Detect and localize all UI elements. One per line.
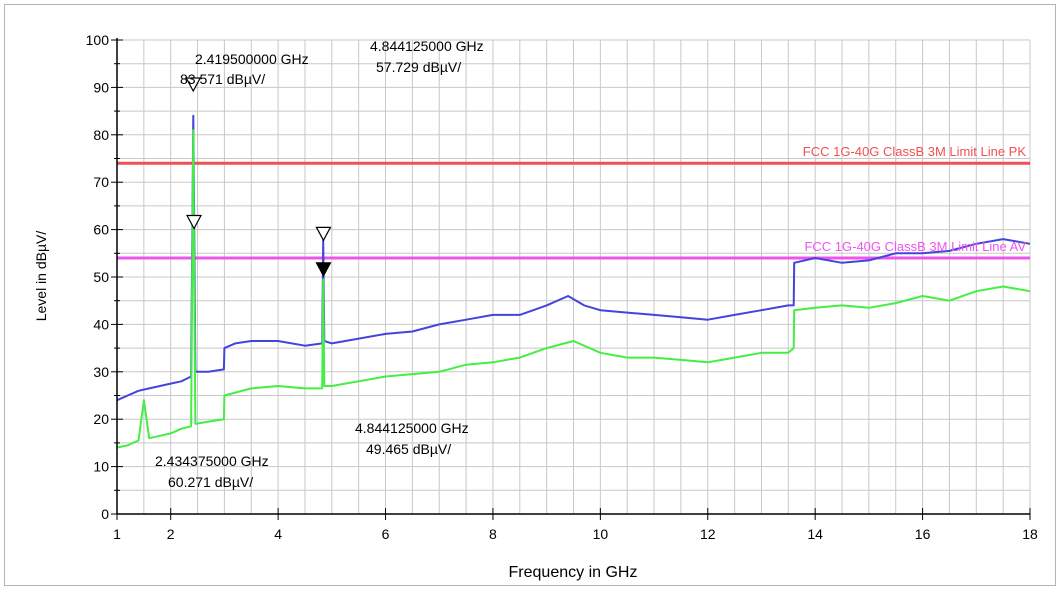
traces	[116, 114, 1031, 449]
x-tick-label: 4	[274, 526, 282, 542]
limit-label-pk: FCC 1G-40G ClassB 3M Limit Line PK	[803, 144, 1027, 159]
y-tick-label: 70	[93, 174, 109, 190]
y-tick-label: 30	[93, 364, 109, 380]
x-tick-label: 16	[915, 526, 931, 542]
y-tick-label: 10	[93, 459, 109, 475]
y-tick-label: 90	[93, 79, 109, 95]
marker-4-freq: 4.844125000 GHz	[355, 420, 469, 436]
marker-2-level: 60.271 dBµV/	[168, 474, 253, 490]
marker-3-triangle	[315, 226, 332, 242]
y-tick-label: 20	[93, 411, 109, 427]
average-trace	[116, 129, 1031, 449]
x-tick-label: 12	[700, 526, 716, 542]
y-tick-label: 60	[93, 222, 109, 238]
x-tick-label: 14	[807, 526, 823, 542]
marker-1-level: 83.571 dBµV/	[180, 71, 265, 87]
y-axis-label: Level in dBµV/	[33, 231, 49, 322]
x-tick-label: 18	[1022, 526, 1038, 542]
marker-4-level: 49.465 dBµV/	[366, 441, 451, 457]
marker-1-freq: 2.419500000 GHz	[195, 51, 309, 67]
marker-2-triangle	[186, 214, 203, 230]
x-tick-label: 6	[382, 526, 390, 542]
y-tick-label: 50	[93, 269, 109, 285]
marker-3-level: 57.729 dBµV/	[376, 59, 461, 75]
marker-4-triangle	[315, 262, 332, 278]
x-tick-label: 8	[489, 526, 497, 542]
chart-frame	[4, 4, 1056, 586]
marker-2-freq: 2.434375000 GHz	[155, 453, 269, 469]
y-tick-label: 80	[93, 127, 109, 143]
limit-label-av: FCC 1G-40G ClassB 3M Limit Line AV	[804, 239, 1026, 254]
y-tick-label: 0	[101, 506, 109, 522]
x-tick-label: 10	[593, 526, 609, 542]
grid	[116, 39, 1031, 515]
markers	[185, 77, 332, 278]
y-tick-label: 100	[86, 32, 110, 48]
x-tick-label: 2	[167, 526, 175, 542]
marker-1-triangle	[185, 77, 202, 93]
y-tick-label: 40	[93, 316, 109, 332]
x-axis-label: Frequency in GHz	[509, 564, 638, 581]
marker-3-freq: 4.844125000 GHz	[370, 38, 484, 54]
x-tick-label: 1	[113, 526, 121, 542]
